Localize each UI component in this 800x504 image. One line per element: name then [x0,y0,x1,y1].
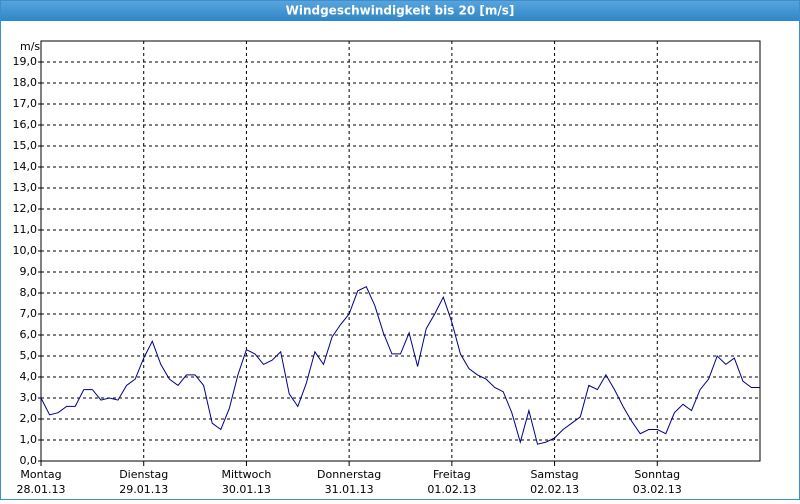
y-tick-label: 5,0 [20,349,38,362]
data-line [40,286,760,445]
x-tick-label: Freitag [433,468,471,481]
x-tick-date: 03.02.13 [633,483,682,496]
y-tick-label: 19,0 [13,55,38,68]
y-tick-label: 9,0 [20,265,38,278]
y-tick-label: 8,0 [20,286,38,299]
y-tick-label: 2,0 [20,412,38,425]
x-tick-label: Donnerstag [317,468,381,481]
x-tick-label: Sonntag [634,468,680,481]
plot-area [41,41,760,461]
y-tick-label: 4,0 [20,370,38,383]
x-tick-date: 28.01.13 [17,483,66,496]
x-tick-label: Samstag [530,468,578,481]
y-tick-label: 11,0 [13,223,38,236]
y-tick-label: 15,0 [13,139,38,152]
y-tick-label: 13,0 [13,181,38,194]
y-tick-label: 18,0 [13,76,38,89]
y-tick-label: 0,0 [20,454,38,467]
x-tick-date: 31.01.13 [325,483,374,496]
x-tick-date: 29.01.13 [119,483,168,496]
x-tick-date: 30.01.13 [222,483,271,496]
x-tick-date: 02.02.13 [530,483,579,496]
x-tick-label: Dienstag [119,468,168,481]
y-tick-label: 17,0 [13,97,38,110]
y-tick-label: 3,0 [20,391,38,404]
y-tick-label: 16,0 [13,118,38,131]
chart-title: Windgeschwindigkeit bis 20 [m/s] [286,4,515,18]
y-tick-label: 10,0 [13,244,38,257]
y-axis-label: m/s [20,40,40,53]
y-tick-label: 14,0 [13,160,38,173]
x-tick-date: 01.02.13 [427,483,476,496]
y-tick-label: 6,0 [20,328,38,341]
y-tick-label: 1,0 [20,433,38,446]
y-tick-label: 7,0 [20,307,38,320]
title-bar [0,0,800,21]
x-tick-label: Mittwoch [221,468,271,481]
y-tick-label: 12,0 [13,202,38,215]
x-tick-label: Montag [20,468,61,481]
plot-frame [40,40,761,462]
